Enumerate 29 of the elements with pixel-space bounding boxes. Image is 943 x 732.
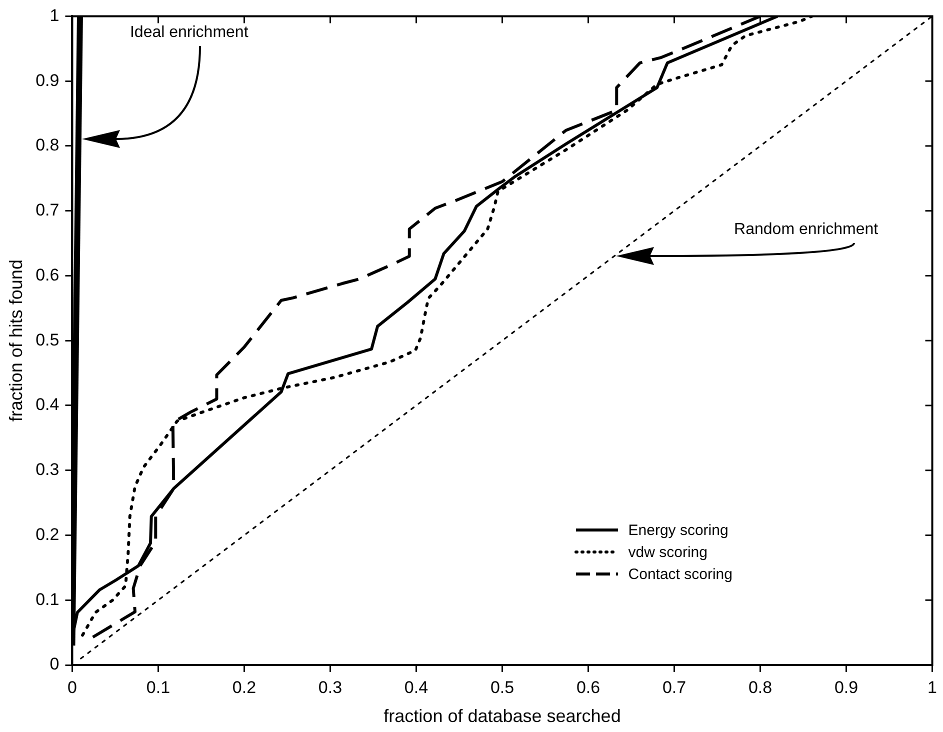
y-tick-label: 0 <box>50 654 60 674</box>
y-tick-label: 0.2 <box>36 524 60 544</box>
x-tick-label: 0.3 <box>318 678 342 697</box>
x-tick-label: 0.6 <box>576 678 600 697</box>
x-axis-title: fraction of database searched <box>384 706 621 726</box>
x-tick-label: 0.7 <box>662 678 686 697</box>
x-tick-label: 0.1 <box>146 678 170 697</box>
y-tick-label: 0.5 <box>36 330 60 350</box>
x-tick-label: 0.4 <box>404 678 428 697</box>
y-tick-label: 0.9 <box>36 70 60 90</box>
legend-label: vdw scoring <box>628 544 708 560</box>
legend-label: Energy scoring <box>628 522 728 538</box>
y-tick-label: 0.8 <box>36 136 60 155</box>
x-tick-label: 0.9 <box>834 678 858 697</box>
x-tick-label: 1 <box>928 678 938 697</box>
annotation: Random enrichment <box>734 221 878 240</box>
legend-label: Contact scoring <box>628 566 732 582</box>
y-axis-title: fraction of hits found <box>6 260 26 422</box>
y-tick-label: 0.7 <box>36 200 60 220</box>
y-tick-label: 0.6 <box>36 265 60 284</box>
x-tick-label: 0.5 <box>490 678 514 697</box>
x-tick-label: 0.8 <box>748 678 772 697</box>
y-tick-label: 0.1 <box>36 590 60 609</box>
y-tick-label: 0.3 <box>36 460 60 480</box>
annotation: Ideal enrichment <box>130 24 248 42</box>
x-tick-label: 0.2 <box>232 678 256 697</box>
y-tick-label: 0.4 <box>36 395 60 414</box>
x-tick-label: 0 <box>68 678 77 697</box>
y-tick-label: 1 <box>50 6 60 25</box>
